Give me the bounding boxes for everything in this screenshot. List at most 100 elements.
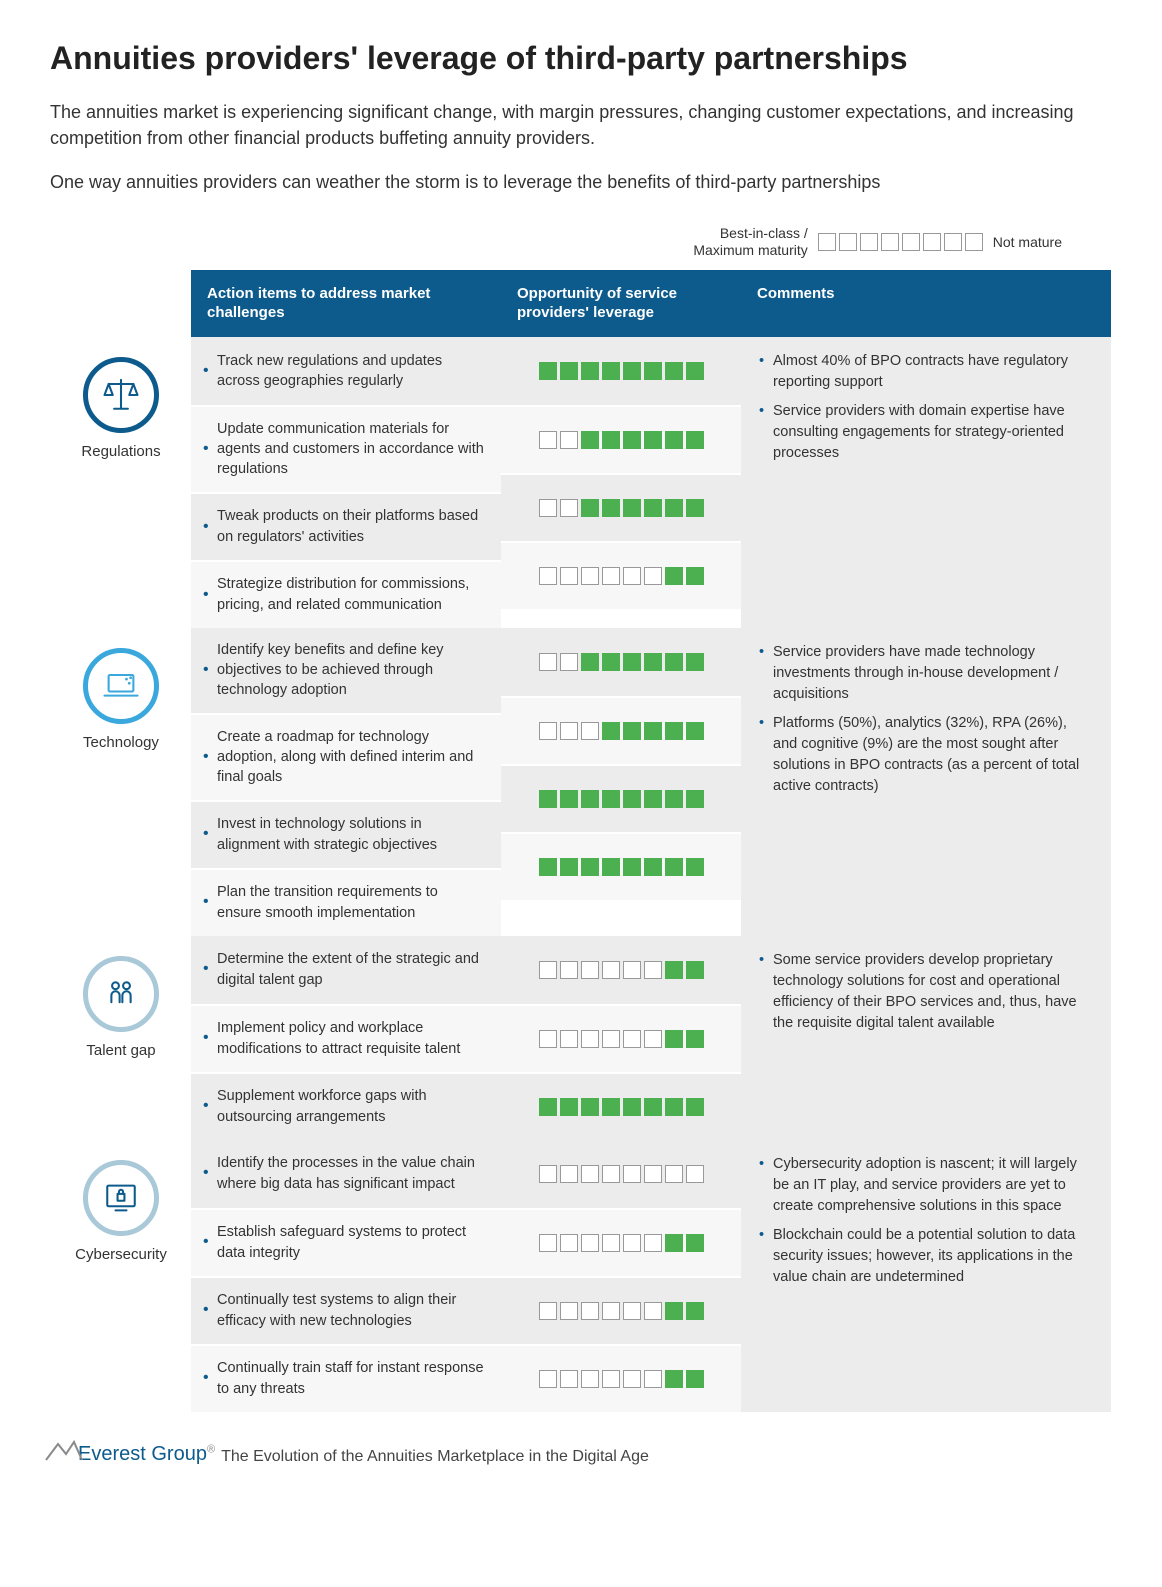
maturity-cell [581,1234,599,1252]
category-label: Talent gap [86,1042,155,1059]
maturity-bar [539,1302,704,1320]
maturity-indicator [501,405,741,473]
maturity-cell [686,1370,704,1388]
action-item: Continually test systems to align their … [191,1276,501,1344]
maturity-indicator [501,1072,741,1140]
maturity-indicator [501,936,741,1004]
legend-cell [839,233,857,251]
people-icon [83,956,159,1032]
maturity-cell [686,961,704,979]
comments-cyber: Cybersecurity adoption is nascent; it wi… [741,1140,1111,1412]
maturity-cell [539,1370,557,1388]
maturity-cell [686,722,704,740]
maturity-cell [602,499,620,517]
category-label: Regulations [81,443,160,460]
action-item: Determine the extent of the strategic an… [191,936,501,1004]
action-item: Tweak products on their platforms based … [191,492,501,560]
comment-item: Almost 40% of BPO contracts have regulat… [759,351,1093,393]
maturity-cell [602,567,620,585]
maturity-cell [623,858,641,876]
laptop-icon [83,648,159,724]
intro-block: The annuities market is experiencing sig… [50,99,1112,195]
maturity-cell [644,1165,662,1183]
comments-talent: Some service providers develop proprieta… [741,936,1111,1140]
maturity-indicator [501,1276,741,1344]
maturity-cell [686,790,704,808]
maturity-cell [560,1165,578,1183]
maturity-cell [581,1370,599,1388]
maturity-cell [602,653,620,671]
maturity-cell [581,362,599,380]
comment-item: Service providers have made technology i… [759,642,1093,705]
header-opportunity: Opportunity of service providers' levera… [501,270,741,337]
maturity-cell [623,431,641,449]
legend-left-label: Best-in-class / Maximum maturity [693,225,807,259]
legend-cell [965,233,983,251]
comments-regulations: Almost 40% of BPO contracts have regulat… [741,337,1111,628]
maturity-bar [539,431,704,449]
lock-screen-icon [83,1160,159,1236]
maturity-cell [665,499,683,517]
maturity-cell [602,431,620,449]
maturity-cell [581,499,599,517]
maturity-indicator [501,628,741,696]
legend-right-label: Not mature [993,234,1062,250]
maturity-cell [581,722,599,740]
maturity-cell [602,722,620,740]
action-item: Create a roadmap for technology adoption… [191,713,501,800]
maturity-cell [686,499,704,517]
maturity-cell [623,362,641,380]
maturity-cell [539,1165,557,1183]
comparison-table: Action items to address market challenge… [50,269,1112,1413]
maturity-cell [581,431,599,449]
maturity-cell [665,1098,683,1116]
action-item: Supplement workforce gaps with outsourci… [191,1072,501,1140]
maturity-cell [623,1165,641,1183]
maturity-cell [602,858,620,876]
action-column-regulations: Track new regulations and updates across… [191,337,501,628]
maturity-cell [560,961,578,979]
maturity-indicator [501,337,741,405]
action-item: Invest in technology solutions in alignm… [191,800,501,868]
action-item: Identify key benefits and define key obj… [191,628,501,713]
maturity-cell [644,653,662,671]
header-comments: Comments [741,270,1111,337]
maturity-bar [539,362,704,380]
maturity-cell [539,722,557,740]
maturity-cell [686,1302,704,1320]
opportunity-column-regulations [501,337,741,628]
category-label: Cybersecurity [75,1246,167,1263]
maturity-indicator [501,1004,741,1072]
maturity-indicator [501,1344,741,1412]
maturity-cell [581,1030,599,1048]
maturity-cell [539,1098,557,1116]
maturity-bar [539,499,704,517]
maturity-cell [539,567,557,585]
action-item: Continually train staff for instant resp… [191,1344,501,1412]
maturity-cell [581,1302,599,1320]
maturity-cell [560,653,578,671]
maturity-cell [539,653,557,671]
maturity-cell [581,653,599,671]
maturity-cell [581,567,599,585]
maturity-bar [539,1234,704,1252]
maturity-cell [644,1370,662,1388]
maturity-cell [560,431,578,449]
maturity-cell [686,1165,704,1183]
comments-technology: Service providers have made technology i… [741,628,1111,936]
maturity-cell [623,653,641,671]
maturity-indicator [501,541,741,609]
maturity-cell [560,499,578,517]
maturity-indicator [501,764,741,832]
maturity-bar [539,1030,704,1048]
maturity-cell [665,722,683,740]
action-item: Track new regulations and updates across… [191,337,501,405]
action-item: Implement policy and workplace modificat… [191,1004,501,1072]
maturity-cell [644,858,662,876]
maturity-cell [602,362,620,380]
maturity-cell [602,1234,620,1252]
legend-cell [902,233,920,251]
mountain-icon [44,1438,84,1462]
maturity-cell [602,961,620,979]
maturity-cell [581,790,599,808]
